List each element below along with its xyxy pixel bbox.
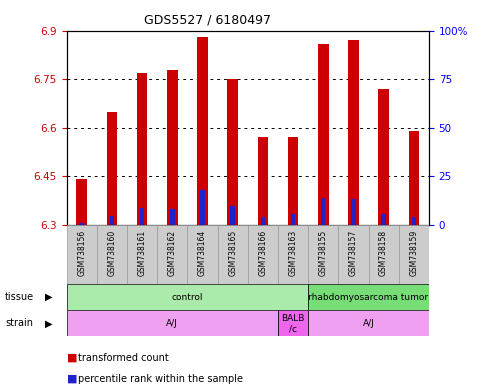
Text: GSM738155: GSM738155 [318, 229, 328, 276]
Text: control: control [172, 293, 203, 302]
Bar [261, 217, 265, 225]
Text: GSM738159: GSM738159 [409, 229, 419, 276]
Bar [167, 70, 177, 225]
Bar [106, 111, 117, 225]
Bar [308, 225, 338, 284]
Bar [291, 214, 295, 225]
Text: ■: ■ [67, 374, 77, 384]
Bar [321, 199, 325, 225]
Bar [278, 310, 308, 336]
Bar [368, 225, 399, 284]
Text: GSM738164: GSM738164 [198, 229, 207, 276]
Bar [157, 225, 187, 284]
Bar [288, 137, 298, 225]
Text: percentile rank within the sample: percentile rank within the sample [78, 374, 243, 384]
Text: ▶: ▶ [44, 292, 52, 302]
Bar [399, 225, 429, 284]
Bar [97, 225, 127, 284]
Bar [227, 79, 238, 225]
Text: rhabdomyosarcoma tumor: rhabdomyosarcoma tumor [309, 293, 428, 302]
Bar [351, 199, 355, 225]
Text: GSM738166: GSM738166 [258, 229, 267, 276]
Text: GSM738163: GSM738163 [288, 229, 298, 276]
Bar [278, 225, 308, 284]
Bar [76, 179, 87, 225]
Bar [308, 310, 429, 336]
Bar [197, 37, 208, 225]
Bar [170, 209, 175, 225]
Bar [318, 44, 328, 225]
Bar [200, 190, 205, 225]
Text: GSM738162: GSM738162 [168, 229, 177, 276]
Bar [412, 217, 416, 225]
Text: ▶: ▶ [44, 318, 52, 328]
Text: A/J: A/J [363, 319, 374, 328]
Text: strain: strain [5, 318, 33, 328]
Bar [67, 310, 278, 336]
Bar [217, 225, 247, 284]
Text: GSM738156: GSM738156 [77, 229, 86, 276]
Bar [338, 225, 368, 284]
Text: GSM738160: GSM738160 [107, 229, 116, 276]
Bar [79, 223, 84, 225]
Text: GSM738161: GSM738161 [138, 229, 146, 276]
Bar [187, 225, 217, 284]
Bar [230, 206, 235, 225]
Bar [382, 214, 386, 225]
Text: ■: ■ [67, 353, 77, 362]
Text: GSM738157: GSM738157 [349, 229, 358, 276]
Bar [409, 131, 419, 225]
Bar [348, 40, 359, 225]
Text: A/J: A/J [166, 319, 178, 328]
Bar [308, 284, 429, 310]
Text: GDS5527 / 6180497: GDS5527 / 6180497 [143, 13, 271, 26]
Text: transformed count: transformed count [78, 353, 169, 362]
Bar [137, 73, 147, 225]
Bar [140, 208, 144, 225]
Bar [127, 225, 157, 284]
Bar [67, 284, 308, 310]
Text: GSM738158: GSM738158 [379, 229, 388, 276]
Text: GSM738165: GSM738165 [228, 229, 237, 276]
Bar [67, 225, 97, 284]
Text: BALB
/c: BALB /c [282, 314, 305, 333]
Text: tissue: tissue [5, 292, 34, 302]
Bar [248, 225, 278, 284]
Bar [257, 137, 268, 225]
Bar [378, 89, 389, 225]
Bar [109, 216, 114, 225]
